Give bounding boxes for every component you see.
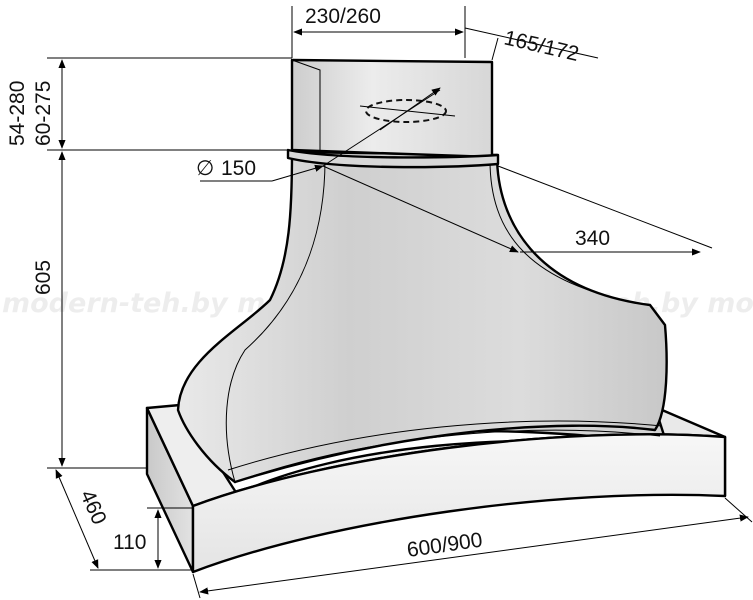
canopy-offset-label: 340 — [575, 227, 610, 250]
dimension-diameter: ∅ 150 — [196, 89, 441, 182]
hood-canopy — [176, 150, 668, 484]
duct-height-label-b: 60-275 — [32, 81, 55, 146]
duct-depth-label: 165/172 — [502, 26, 581, 65]
duct-height-label-a: 54-280 — [6, 81, 29, 146]
dimension-body-height: 605 — [32, 151, 147, 469]
diameter-symbol: ∅ — [196, 157, 214, 180]
duct-outlet-ellipse — [365, 99, 447, 123]
base-height-label: 110 — [113, 531, 146, 554]
dimension-duct-depth: 165/172 — [464, 26, 599, 66]
dimension-duct-width: 230/260 — [291, 5, 466, 58]
dimension-duct-height: 54-280 60-275 — [6, 57, 292, 151]
hood-depth-label: 460 — [75, 487, 110, 528]
dimension-base-height: 110 — [113, 507, 193, 569]
dimension-canopy-offset: 340 — [322, 165, 713, 256]
diameter-label: 150 — [221, 157, 256, 180]
hood-duct — [286, 58, 500, 169]
body-height-label: 605 — [32, 260, 55, 295]
duct-width-label: 230/260 — [305, 5, 381, 28]
hood-width-label: 600/900 — [405, 529, 483, 562]
